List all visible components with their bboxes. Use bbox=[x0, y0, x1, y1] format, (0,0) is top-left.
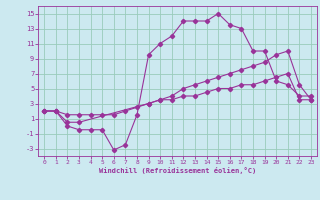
X-axis label: Windchill (Refroidissement éolien,°C): Windchill (Refroidissement éolien,°C) bbox=[99, 167, 256, 174]
